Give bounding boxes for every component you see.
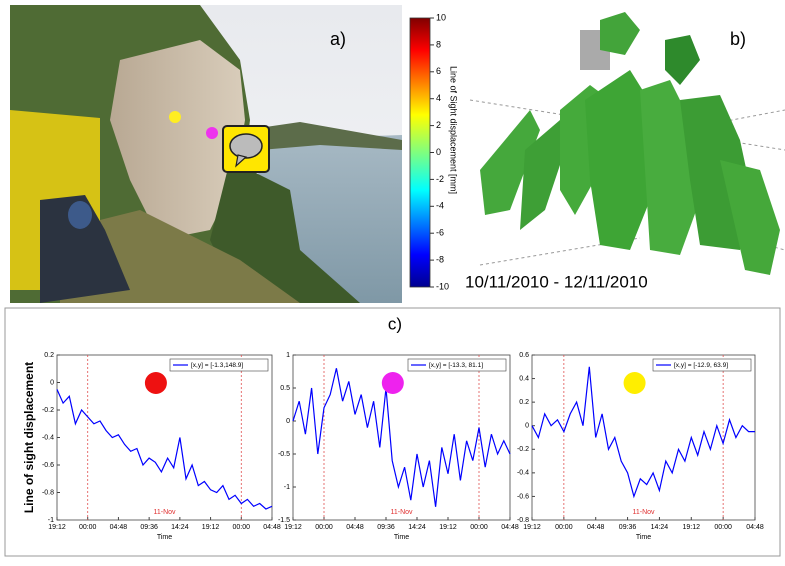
x-tick-label: 00:00: [470, 524, 488, 531]
x-tick-label: 04:48: [110, 524, 128, 531]
tick-label: -4: [436, 201, 444, 211]
x-label: Time: [394, 534, 409, 541]
legend-box: [169, 358, 269, 372]
point-cloud: [469, 12, 785, 275]
x-tick-label: 00:00: [714, 524, 732, 531]
point-marker: [381, 372, 404, 394]
y-tick-label: -1: [284, 484, 290, 491]
x-tick-label: 09:36: [619, 524, 637, 531]
y-tick-label: -0.2: [42, 407, 54, 414]
x-tick-label: 00:00: [233, 524, 251, 531]
y-tick-label: -0.8: [42, 489, 54, 496]
panel-label: b): [730, 29, 746, 49]
x-tick-label: 09:36: [377, 524, 395, 531]
y-tick-label: -1.5: [278, 517, 290, 524]
y-tick-label: 0.2: [519, 399, 529, 406]
x-tick-label: 19:12: [439, 524, 457, 531]
tick-label: 8: [436, 39, 441, 49]
y-tick-label: -0.6: [42, 462, 54, 469]
tick-label: 4: [436, 93, 441, 103]
annotation: 11-Nov: [153, 509, 176, 516]
x-tick-label: 09:36: [140, 524, 158, 531]
x-tick-label: 19:12: [523, 524, 541, 531]
point-marker: [623, 372, 646, 394]
x-tick-label: 04:48: [501, 524, 519, 531]
legend-label: [x,y] = [-13.3, 81.1]: [429, 362, 483, 369]
y-label: Line of sight displacement: [22, 362, 36, 513]
y-tick-label: 0.6: [519, 352, 529, 359]
annotation: 11-Nov: [632, 509, 655, 516]
legend-box: [652, 358, 752, 372]
date-range: 10/11/2010 - 12/11/2010: [465, 272, 648, 291]
y-tick-label: 0.4: [519, 375, 529, 382]
y-tick-label: -0.4: [517, 470, 529, 477]
series-line: [56, 389, 273, 510]
x-tick-label: 00:00: [555, 524, 573, 531]
panel-label: c): [388, 314, 402, 333]
x-tick-label: 04:48: [587, 524, 605, 531]
legend-box: [407, 358, 507, 372]
x-tick-label: 00:00: [79, 524, 97, 531]
y-tick-label: -0.6: [517, 493, 529, 500]
y-tick-label: -1: [48, 517, 54, 524]
legend-label: [x,y] = [-12.9, 63.9]: [674, 362, 728, 369]
colorbar-label: Line of Sight displacement [mm]: [449, 66, 459, 194]
x-tick-label: 19:12: [202, 524, 220, 531]
y-tick-label: 0.2: [44, 352, 54, 359]
x-tick-label: 14:24: [651, 524, 669, 531]
y-tick-label: -0.5: [278, 451, 290, 458]
y-tick-label: 0: [525, 423, 529, 430]
tick-label: 10: [436, 12, 446, 22]
tick-label: -8: [436, 254, 444, 264]
x-tick-label: 19:12: [683, 524, 701, 531]
annotation: 11-Nov: [390, 509, 413, 516]
y-tick-label: -0.2: [517, 446, 529, 453]
tick-label: -2: [436, 174, 444, 184]
tick-label: 2: [436, 120, 441, 130]
tick-label: 6: [436, 66, 441, 76]
series-line: [531, 366, 755, 499]
point-marker: [144, 372, 167, 394]
colorbar: [409, 17, 431, 288]
panel-frame: [4, 307, 781, 557]
x-label: Time: [636, 534, 651, 541]
series-line: [292, 368, 511, 507]
y-tick-label: -0.8: [517, 517, 529, 524]
x-tick-label: 04:48: [346, 524, 364, 531]
x-tick-label: 19:12: [284, 524, 302, 531]
y-tick-label: 0.5: [280, 385, 290, 392]
photo: [10, 5, 402, 303]
tick-label: -10: [436, 281, 449, 291]
x-tick-label: 14:24: [408, 524, 426, 531]
panel-label: a): [330, 29, 346, 49]
x-tick-label: 04:48: [746, 524, 764, 531]
y-tick-label: -0.4: [42, 434, 54, 441]
y-tick-label: 1: [286, 352, 290, 359]
legend-label: [x,y] = [-1.3,148.9]: [191, 362, 243, 369]
tick-label: -6: [436, 228, 444, 238]
tick-label: 0: [436, 147, 441, 157]
y-tick-label: 0: [286, 418, 290, 425]
x-tick-label: 04:48: [263, 524, 281, 531]
x-label: Time: [157, 534, 172, 541]
x-tick-label: 00:00: [315, 524, 333, 531]
y-tick-label: 0: [50, 379, 54, 386]
x-tick-label: 19:12: [48, 524, 66, 531]
x-tick-label: 14:24: [171, 524, 189, 531]
